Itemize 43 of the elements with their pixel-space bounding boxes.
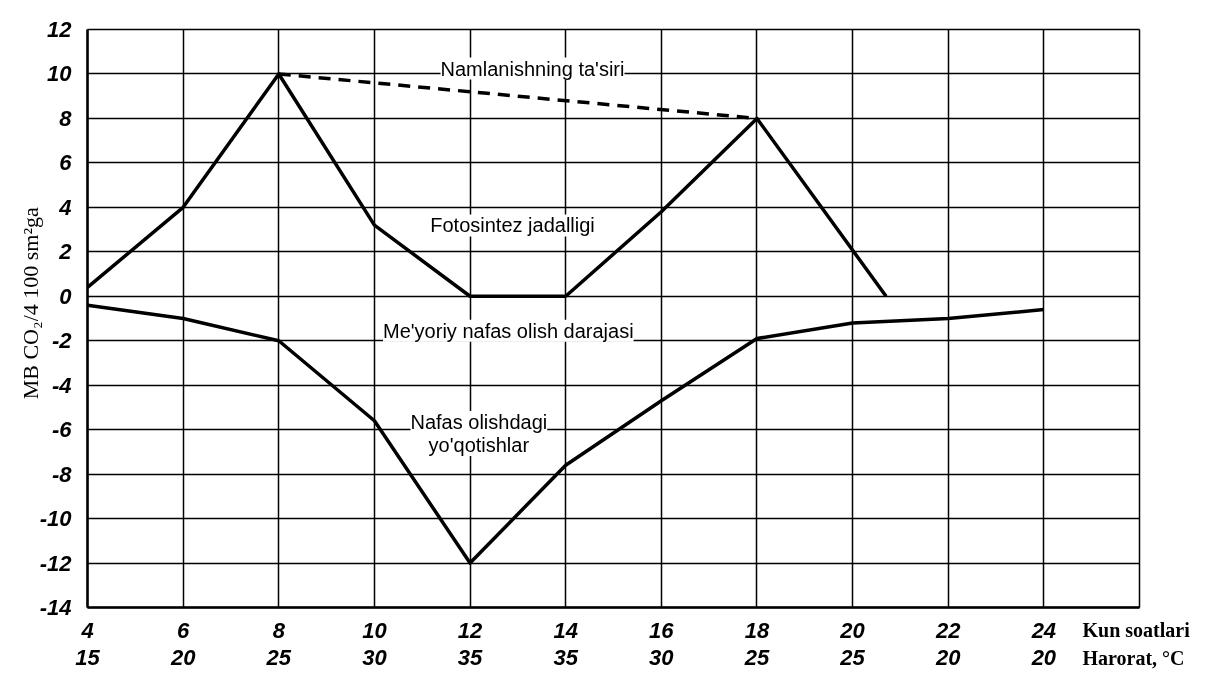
x2-axis-title: Harorat, °C (1082, 646, 1185, 669)
y-tick-label: 2 (58, 239, 73, 265)
annotation: Me'yoriy nafas olish darajasi (383, 319, 634, 342)
text: 25 (839, 645, 866, 670)
text: 15 (75, 645, 101, 670)
y-tick-label: 12 (47, 17, 73, 42)
x-tick-label: 24 (1030, 617, 1057, 643)
x-tick-label: 10 (362, 617, 388, 643)
y-tick-label: -6 (51, 417, 73, 443)
annotation: Namlanishning ta'siri (440, 57, 625, 80)
text: 20 (169, 645, 197, 670)
x-tick-label: 22 (934, 617, 962, 643)
text: 25 (265, 645, 292, 670)
text: 35 (553, 645, 579, 670)
x-tick-label: 20 (839, 617, 866, 643)
y-tick-label: -14 (39, 595, 72, 620)
x-tick-label: 12 (457, 617, 484, 643)
text: 25 (743, 645, 770, 670)
text: 20 (934, 645, 962, 670)
x-tick-label: 16 (649, 617, 675, 643)
y-tick-label: 6 (59, 150, 73, 176)
y-tick-label: 8 (59, 105, 73, 131)
y-tick-label: -4 (51, 372, 72, 398)
text: 20 (1030, 645, 1057, 670)
x-tick-label: 14 (553, 617, 578, 643)
text: 30 (649, 645, 675, 670)
x-tick-label: 6 (177, 617, 191, 643)
text: 35 (457, 645, 484, 670)
x-tick-label: 4 (80, 617, 94, 643)
y-tick-label: -8 (51, 461, 73, 487)
y-tick-label: 4 (58, 194, 72, 220)
x-tick-label: 8 (272, 617, 286, 643)
annotation: Nafas olishdagi yo'qotishlar (410, 410, 548, 457)
x-axis-title: Kun soatlari (1082, 618, 1191, 641)
x-tick-label: 18 (744, 617, 770, 643)
y-tick-label: -2 (51, 328, 73, 354)
y-tick-label: 0 (59, 283, 73, 309)
y-tick-label: 10 (47, 61, 73, 87)
y-tick-label: -12 (39, 550, 73, 576)
text: 30 (362, 645, 388, 670)
y-tick-label: -10 (39, 506, 73, 532)
annotation: Fotosintez jadalligi (430, 214, 595, 237)
y-axis-title: MB CO₂/4 100 sm²ga (18, 206, 43, 400)
